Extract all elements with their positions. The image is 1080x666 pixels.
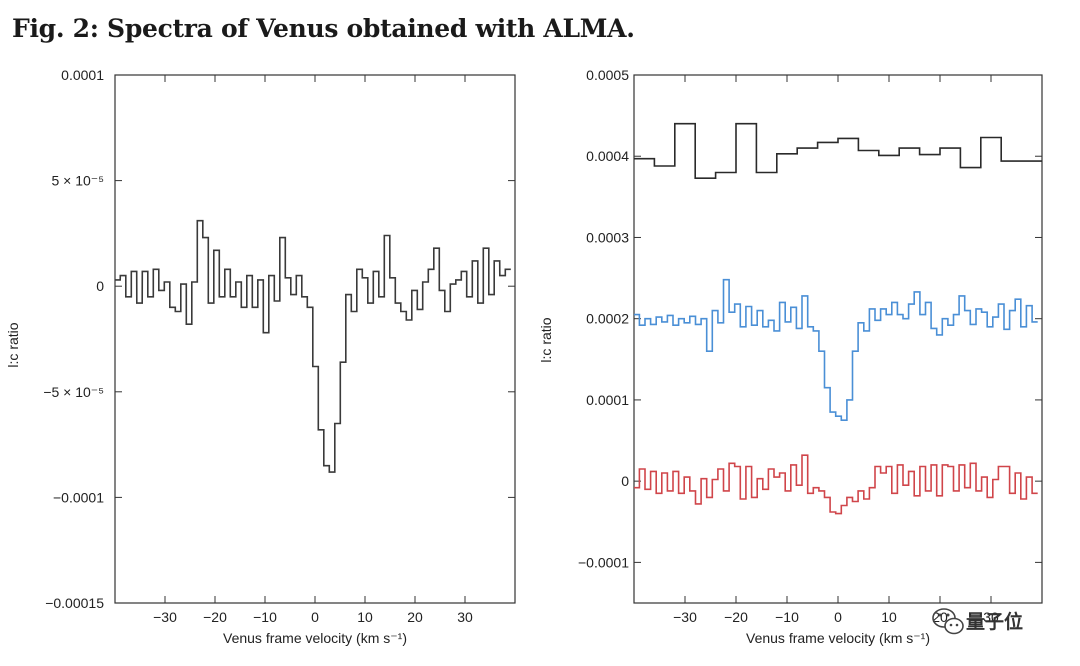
y-tick-label: 0.0001: [586, 392, 629, 408]
y-axis-label: l:c ratio: [538, 317, 554, 362]
x-tick-label: 0: [311, 609, 319, 625]
y-tick-label: 0.0002: [586, 311, 629, 327]
x-tick-label: −10: [253, 609, 277, 625]
figure-title: Fig. 2: Spectra of Venus obtained with A…: [12, 14, 635, 43]
wechat-icon: [932, 608, 964, 635]
y-tick-label: −5 × 10⁻⁵: [43, 384, 104, 400]
series-line-1: [634, 122, 1042, 179]
plot-frame: [114, 74, 516, 604]
x-tick-label: 0: [834, 609, 842, 625]
series-line-1: [115, 219, 511, 473]
y-tick-label: −0.00015: [45, 595, 104, 611]
series-line-3: [634, 454, 1038, 515]
x-tick-label: −10: [775, 609, 799, 625]
y-tick-label: 0.0003: [586, 229, 629, 245]
y-tick-label: −0.0001: [578, 554, 629, 570]
x-tick-label: −30: [673, 609, 697, 625]
y-tick-label: 0: [96, 278, 104, 294]
watermark: 量子位: [932, 608, 1023, 635]
y-tick-label: 0.0004: [586, 148, 629, 164]
x-axis-label: Venus frame velocity (km s⁻¹): [223, 630, 407, 646]
x-tick-label: 20: [932, 609, 948, 625]
y-tick-label: 5 × 10⁻⁵: [51, 173, 104, 189]
watermark-text: 量子位: [966, 610, 1023, 633]
series-line-2: [634, 278, 1038, 421]
y-axis-label: l:c ratio: [5, 322, 21, 367]
x-tick-label: 30: [457, 609, 473, 625]
x-tick-label: 20: [407, 609, 423, 625]
y-tick-label: 0.0001: [61, 67, 104, 83]
x-tick-label: 10: [881, 609, 897, 625]
x-tick-label: −20: [203, 609, 227, 625]
y-tick-label: 0.0005: [586, 67, 629, 83]
y-tick-label: 0: [621, 473, 629, 489]
x-tick-label: 30: [983, 609, 999, 625]
chart-right: 0.0005 0.0004 0.0003 0.0002 0.0001 0 −0.0001 −3…: [538, 67, 1043, 646]
x-tick-label: 10: [357, 609, 373, 625]
y-tick-label: −0.0001: [53, 489, 104, 505]
x-axis-label: Venus frame velocity (km s⁻¹): [746, 630, 930, 646]
chart-left: 0.0001 5 × 10⁻⁵ 0 −5 × 10⁻⁵ −0.0001 −0.00015 −…: [5, 67, 516, 646]
x-tick-label: −30: [153, 609, 177, 625]
x-tick-label: −20: [724, 609, 748, 625]
